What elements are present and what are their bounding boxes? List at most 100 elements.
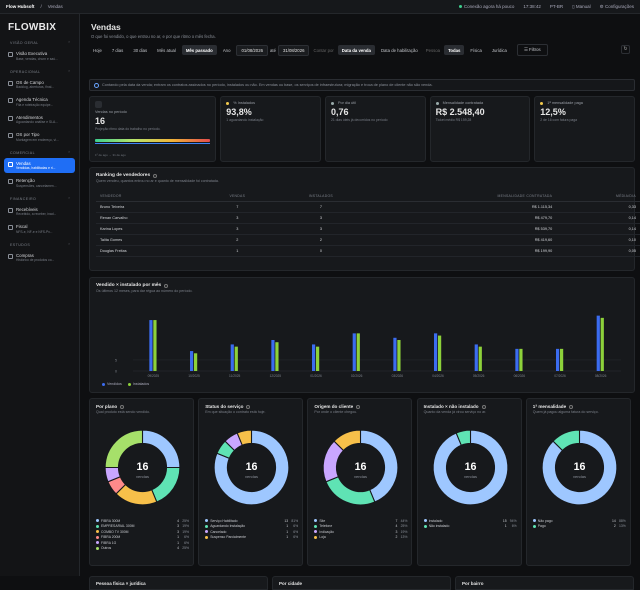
- x-tick-label: 05/2026: [473, 374, 485, 378]
- filter-chip[interactable]: Todas: [444, 45, 465, 55]
- filter-chip[interactable]: Data de habilitação: [380, 47, 418, 53]
- sidebar-item-label: Recebíveis: [16, 206, 38, 212]
- legend-item[interactable]: Loja 2 13%: [314, 535, 407, 541]
- legend-item[interactable]: Cancelado 1 6%: [205, 529, 298, 535]
- filter-chip[interactable]: Data da venda: [337, 45, 375, 55]
- bar-vendidos: [596, 315, 600, 371]
- sidebar-section-label[interactable]: Estudos ⌃: [10, 242, 71, 247]
- help-icon[interactable]: [356, 404, 361, 409]
- legend-item[interactable]: FIBRA 300M 4 25%: [96, 518, 189, 524]
- help-icon[interactable]: [481, 404, 486, 409]
- logo[interactable]: FLOWBIX: [8, 22, 57, 33]
- language-selector[interactable]: PT-BR: [549, 4, 564, 9]
- table-row[interactable]: Karina Lopes 3 3 R$ 539,70 0,14: [96, 223, 640, 235]
- legend-item[interactable]: Aguardando Instalação 1 6%: [205, 524, 298, 530]
- column-header[interactable]: Vendedor: [96, 191, 202, 202]
- legend-item[interactable]: Outros 4 25%: [96, 546, 189, 552]
- manual-link[interactable]: ▯ Manual: [572, 3, 591, 9]
- column-header[interactable]: Vendas: [201, 191, 273, 202]
- sidebar-item-fiscal[interactable]: Fiscal NFS-e, NF-e e NFS-Pv...: [4, 221, 75, 237]
- kpi-card: 1ª mensalidade paga 12,5% 2 de 16 com fatu…: [534, 96, 635, 162]
- table-row[interactable]: Douglas Freitas 1 0 R$ 199,90 0,05: [96, 245, 640, 257]
- legend-swatch: [205, 530, 209, 534]
- legend-item[interactable]: Instalado 15 94%: [423, 518, 517, 524]
- donut-title: Por plano: [96, 404, 193, 409]
- ranking-table: Vendedor Vendas Instalados Mensalidade cont…: [96, 191, 640, 257]
- help-icon[interactable]: [246, 404, 251, 409]
- kpi-desc: 21 dias úteis já decorridos no período: [330, 118, 388, 122]
- date-to-input[interactable]: 31/08/2026: [277, 44, 310, 56]
- legend-item[interactable]: EMPRESARIAL 300M 3 19%: [96, 524, 189, 530]
- legend-item[interactable]: FIBRA 1G 1 6%: [96, 540, 189, 546]
- basis-group: Data da venda Data de habilitação: [337, 45, 422, 55]
- sidebar-item-os-de-campo[interactable]: OS de Campo Backlog, aberturas, final...: [4, 77, 75, 93]
- filter-chip[interactable]: Mês passado: [181, 45, 217, 55]
- filter-chip[interactable]: Jurídica: [491, 47, 507, 53]
- donut-subtitle: Em que situação o contrato está hoje.: [205, 410, 266, 414]
- kpi-card: % Instalados 93,8% 1 aguardando instalação: [220, 96, 321, 162]
- table-cell: Douglas Freitas: [96, 245, 202, 257]
- sidebar-item-reten-o[interactable]: Retenção Suspensões, cancelamen...: [4, 175, 75, 191]
- bar-vendidos: [190, 351, 194, 371]
- table-row[interactable]: Bruno Teixeira 7 7 R$ 1.115,34 0,33: [96, 201, 640, 213]
- person-group: Todas Física Jurídica: [444, 45, 511, 55]
- sidebar-item-label: Retenção: [16, 178, 35, 183]
- donut-title: Origem do cliente: [314, 404, 411, 409]
- sidebar-item-os-por-tipo[interactable]: OS por Tipo Montagem em endereço, vi...: [4, 129, 75, 145]
- sidebar-section-label[interactable]: Operacional ⌃: [10, 69, 71, 74]
- x-tick-label: 01/2026: [310, 374, 322, 378]
- person-label: Pessoa: [425, 47, 441, 53]
- filter-chip[interactable]: Física: [470, 47, 482, 53]
- legend-item[interactable]: Não instalado 1 6%: [423, 524, 517, 530]
- refresh-icon[interactable]: ↻: [621, 45, 630, 54]
- kpi-label: 1ª mensalidade paga: [540, 101, 629, 105]
- legend-item[interactable]: Vendidos: [102, 382, 122, 386]
- kpi-value: 0,76: [330, 107, 349, 117]
- legend-item[interactable]: Instalados: [127, 382, 149, 386]
- legend-item[interactable]: Site 7 44%: [314, 518, 407, 524]
- kpi-label: Por dia útil: [330, 101, 420, 105]
- filter-chip[interactable]: Mês atual: [157, 47, 176, 53]
- table-row[interactable]: Talita Gomes 2 2 R$ 419,60 0,10: [96, 234, 640, 246]
- x-tick-label: 06/2026: [514, 374, 526, 378]
- kpi-period: 1º de ago → 31 de ago: [95, 153, 126, 157]
- settings-link[interactable]: ⚙ Configurações: [599, 3, 634, 9]
- filter-chip[interactable]: Hoje: [93, 47, 102, 53]
- sidebar-section-label[interactable]: Financeiro ⌃: [10, 196, 71, 201]
- app-name[interactable]: Flow Hubsoft: [6, 4, 35, 9]
- filter-chip[interactable]: Ano: [222, 47, 231, 53]
- filter-chip[interactable]: 30 dias: [133, 47, 148, 53]
- help-icon[interactable]: [153, 173, 158, 178]
- filters-button[interactable]: ☰ Filtros: [516, 44, 548, 56]
- legend-item[interactable]: Suspenso Parcialmente 1 6%: [205, 535, 298, 541]
- sidebar-item-desc: Vendidas, habilitadas e ri...: [16, 166, 56, 170]
- legend-item[interactable]: Pago 2 13%: [532, 524, 626, 530]
- column-header[interactable]: Instalados: [272, 191, 369, 202]
- help-icon[interactable]: [120, 404, 125, 409]
- sidebar-item-vendas[interactable]: Vendas Vendidas, habilitadas e ri...: [4, 157, 75, 173]
- filter-chip[interactable]: 7 dias: [111, 47, 124, 53]
- sidebar-item-atendimentos[interactable]: Atendimentos Aguardando análise e SLA...: [4, 112, 75, 128]
- table-row[interactable]: Renan Carvalho 3 3 R$ 479,70 0,14: [96, 212, 640, 224]
- sidebar-section-label[interactable]: Comercial ⌃: [10, 150, 71, 155]
- help-icon[interactable]: [164, 283, 169, 288]
- legend-item[interactable]: Telefone 4 25%: [314, 524, 407, 530]
- legend-item[interactable]: Indicação 3 19%: [314, 529, 407, 535]
- legend-swatch: [532, 519, 536, 523]
- sidebar-item-agenda-t-cnica[interactable]: Agenda Técnica Fila e roteiração equipe..…: [4, 94, 75, 110]
- sidebar-item-compras[interactable]: Compras Histórico de produtos co...: [4, 250, 75, 266]
- table-cell: R$ 1.115,34: [369, 201, 557, 213]
- column-header[interactable]: Mensalidade contratada: [369, 191, 557, 202]
- sidebar-item-vis-o-executiva[interactable]: Visão Executiva Base, vendas, churn e saú…: [4, 48, 75, 64]
- status-dot-icon: [458, 5, 462, 9]
- column-header[interactable]: Média/dia: [556, 191, 640, 202]
- help-icon[interactable]: [569, 404, 574, 409]
- legend-item[interactable]: COMBO TV 300M 3 19%: [96, 529, 189, 535]
- date-from-input[interactable]: 01/08/2026: [236, 44, 268, 56]
- donut-slice: [455, 429, 471, 446]
- legend-item[interactable]: FIBRA 200M 1 6%: [96, 535, 189, 541]
- sidebar-section-label[interactable]: Visão geral ⌃: [10, 41, 71, 45]
- legend-item[interactable]: Serviço Habilitado 13 81%: [205, 518, 298, 524]
- sidebar-item-receb-veis[interactable]: Recebíveis Recebido, a receber, inad...: [4, 204, 75, 220]
- legend-item[interactable]: Não pago 14 88%: [532, 518, 626, 524]
